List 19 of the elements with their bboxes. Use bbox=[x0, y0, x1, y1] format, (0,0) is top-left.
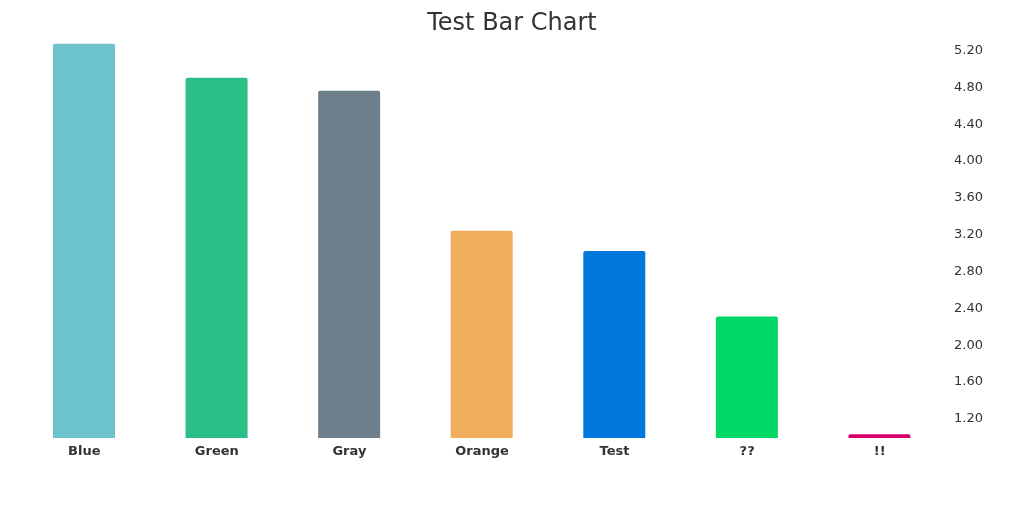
y-tick-label: 5.20 bbox=[954, 41, 983, 57]
y-tick-label: 4.40 bbox=[954, 115, 983, 131]
y-tick-label: 2.80 bbox=[954, 262, 983, 278]
x-tick-label: Orange bbox=[455, 443, 509, 459]
chart-title: Test Bar Chart bbox=[426, 8, 598, 38]
x-tick-label: Test bbox=[599, 443, 630, 459]
y-tick-label: 3.20 bbox=[954, 226, 983, 242]
y-tick-label: 4.80 bbox=[954, 78, 983, 94]
x-tick-label: ?? bbox=[739, 443, 755, 459]
x-tick-label: Gray bbox=[332, 443, 367, 459]
y-tick-label: 3.60 bbox=[954, 189, 983, 205]
y-tick-label: 2.40 bbox=[954, 299, 983, 315]
x-tick-label: Blue bbox=[68, 443, 101, 459]
y-tick-label: 4.00 bbox=[954, 152, 983, 168]
x-tick-label: Green bbox=[194, 443, 239, 459]
y-tick-label: 1.20 bbox=[954, 410, 983, 426]
y-tick-label: 2.00 bbox=[954, 336, 983, 352]
y-tick-label: 1.60 bbox=[954, 373, 983, 389]
x-tick-label: !! bbox=[873, 443, 886, 459]
